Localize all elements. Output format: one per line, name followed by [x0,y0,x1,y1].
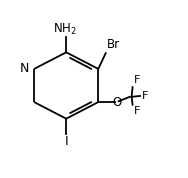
Text: F: F [133,75,140,85]
Text: O: O [112,96,121,109]
Text: N: N [20,62,30,75]
Text: I: I [64,135,68,148]
Text: NH$_2$: NH$_2$ [53,21,77,36]
Text: F: F [133,106,140,116]
Text: Br: Br [107,38,120,51]
Text: F: F [142,91,148,101]
